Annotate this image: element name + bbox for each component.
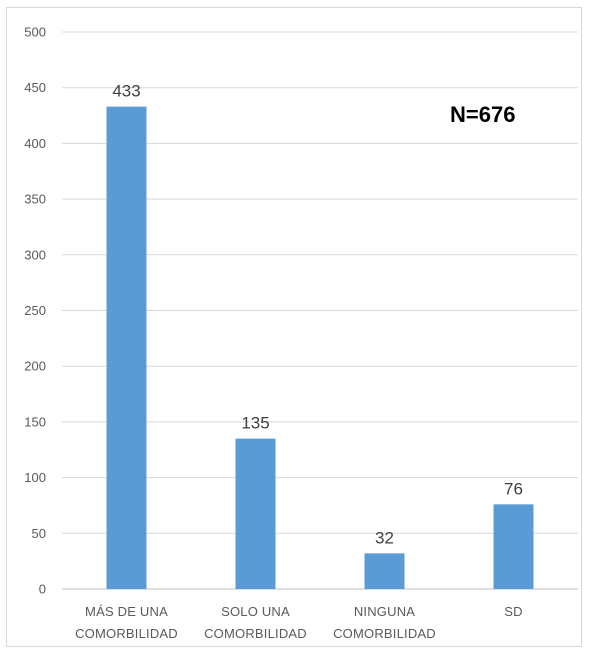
category-label: COMORBILIDAD — [204, 626, 307, 641]
y-tick-label: 450 — [24, 80, 46, 95]
y-tick-label: 400 — [24, 136, 46, 151]
gridlines — [62, 31, 578, 590]
bar — [235, 438, 276, 589]
y-tick-label: 500 — [24, 25, 46, 40]
category-label: COMORBILIDAD — [75, 626, 178, 641]
data-label: 433 — [112, 82, 140, 101]
category-label: SOLO UNA — [221, 604, 290, 619]
bar — [364, 553, 405, 589]
y-tick-label: 0 — [39, 582, 46, 597]
y-tick-label: 300 — [24, 247, 46, 262]
category-label: COMORBILIDAD — [333, 626, 436, 641]
data-label: 32 — [375, 528, 394, 547]
y-tick-label: 350 — [24, 192, 46, 207]
y-tick-label: 50 — [32, 526, 46, 541]
data-label: 135 — [241, 414, 269, 433]
x-axis-category-labels: MÁS DE UNA COMORBILIDAD SOLO UNA COMORBILID… — [75, 604, 522, 641]
bar — [493, 504, 534, 589]
y-tick-label: 200 — [24, 359, 46, 374]
data-labels: 433 135 32 76 — [112, 82, 523, 548]
y-axis-tick-labels: 0 50 100 150 200 250 300 350 400 450 500 — [24, 25, 46, 597]
y-tick-label: 100 — [24, 470, 46, 485]
sample-size-annotation: N=676 — [450, 102, 515, 127]
category-label: MÁS DE UNA — [85, 604, 168, 619]
bars — [106, 106, 534, 589]
category-label: NINGUNA — [354, 604, 415, 619]
bar — [106, 106, 147, 589]
y-tick-label: 250 — [24, 303, 46, 318]
y-tick-label: 150 — [24, 414, 46, 429]
category-label: SD — [504, 604, 522, 619]
chart-frame — [6, 7, 582, 647]
data-label: 76 — [504, 479, 523, 498]
